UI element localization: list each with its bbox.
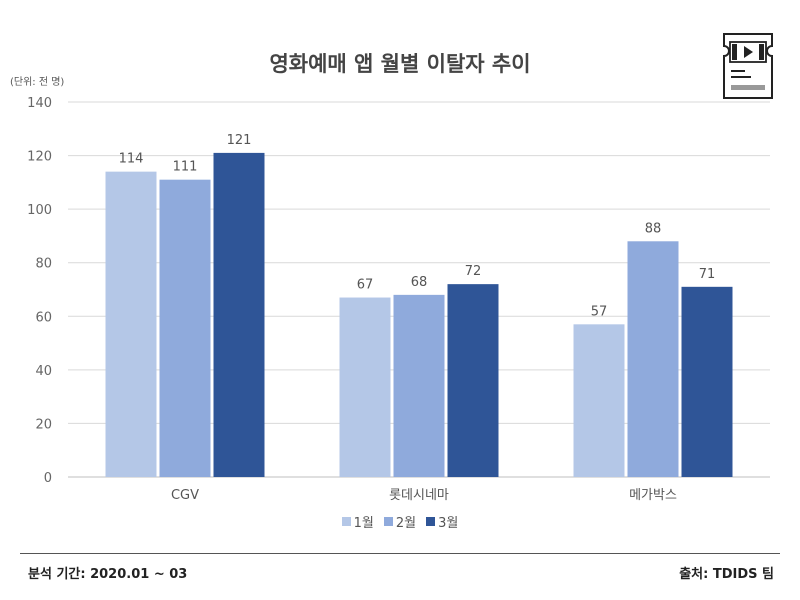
legend-entry: 1월 bbox=[341, 512, 374, 531]
data-label: 111 bbox=[173, 160, 198, 175]
data-label: 67 bbox=[357, 278, 374, 293]
data-label: 114 bbox=[119, 152, 144, 167]
data-label: 57 bbox=[591, 304, 608, 319]
y-tick-label: 40 bbox=[35, 364, 52, 379]
bar bbox=[213, 152, 265, 477]
x-tick-label: 롯데시네마 bbox=[389, 488, 449, 503]
movie-ticket-icon bbox=[723, 33, 773, 99]
legend-label: 2월 bbox=[395, 516, 417, 531]
y-tick-label: 120 bbox=[27, 150, 52, 165]
footer-divider bbox=[20, 553, 780, 554]
y-tick-label: 20 bbox=[35, 417, 52, 432]
legend-entry: 3월 bbox=[426, 512, 458, 531]
x-tick-label: 메가박스 bbox=[629, 488, 677, 503]
data-label: 71 bbox=[699, 267, 716, 282]
bar bbox=[105, 171, 157, 477]
y-tick-label: 140 bbox=[27, 96, 52, 111]
y-tick-label: 0 bbox=[44, 471, 52, 486]
source-label: 출처: TDIDS 팀 bbox=[679, 567, 774, 582]
chart-title: 영화예매 앱 월별 이탈자 추이 bbox=[269, 52, 531, 76]
x-tick-label: CGV bbox=[171, 488, 199, 503]
legend-entry: 2월 bbox=[383, 512, 417, 531]
data-label: 72 bbox=[465, 264, 482, 279]
data-label: 68 bbox=[411, 275, 428, 290]
data-label: 121 bbox=[227, 133, 252, 148]
y-tick-label: 60 bbox=[35, 310, 52, 325]
bar bbox=[393, 294, 445, 477]
bar bbox=[159, 179, 211, 477]
bar-chart: 0 20 40 60 80 100 120 140 114 111 121 CGV 67 68 72 롯데시네… bbox=[27, 96, 770, 503]
legend-swatch bbox=[426, 517, 436, 526]
bar bbox=[573, 324, 625, 477]
data-label: 88 bbox=[645, 221, 662, 236]
analysis-period: 분석 기간: 2020.01 ~ 03 bbox=[28, 567, 188, 582]
y-tick-label: 100 bbox=[27, 203, 52, 218]
legend-swatch bbox=[341, 517, 351, 526]
legend-label: 1월 bbox=[353, 516, 374, 531]
legend-swatch bbox=[383, 517, 393, 526]
legend-label: 3월 bbox=[438, 516, 459, 531]
unit-label: (단위: 전 명) bbox=[10, 77, 65, 88]
legend: 1월 2월 3월 bbox=[0, 512, 800, 531]
bar bbox=[339, 297, 391, 477]
bar bbox=[447, 284, 499, 477]
bar bbox=[681, 286, 733, 477]
y-tick-label: 80 bbox=[35, 257, 52, 272]
bar bbox=[627, 241, 679, 477]
